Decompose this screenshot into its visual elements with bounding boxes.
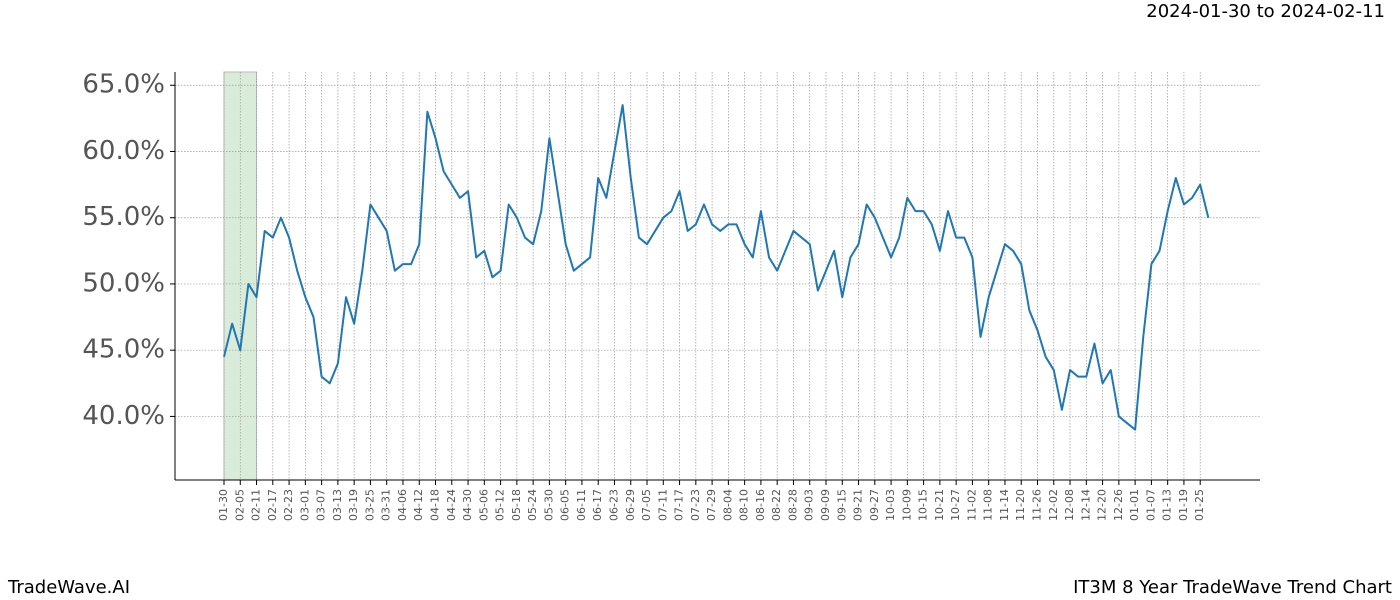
chart-title: IT3M 8 Year TradeWave Trend Chart	[1073, 577, 1392, 598]
x-tick-label: 03-31	[380, 489, 393, 521]
x-tick-label: 12-08	[1063, 489, 1076, 521]
x-tick-label: 10-03	[884, 489, 897, 521]
x-tick-label: 09-27	[868, 489, 881, 521]
date-range: 2024-01-30 to 2024-02-11	[1146, 1, 1385, 22]
y-tick-label: 65.0%	[82, 70, 165, 100]
x-tick-label: 11-20	[1014, 489, 1027, 521]
y-tick-label: 45.0%	[82, 335, 165, 365]
x-tick-label: 07-11	[656, 489, 669, 521]
x-tick-label: 11-02	[965, 489, 978, 521]
x-tick-label: 03-13	[331, 489, 344, 521]
y-tick-label: 60.0%	[82, 136, 165, 166]
x-tick-label: 01-13	[1161, 489, 1174, 521]
x-tick-label: 04-12	[412, 489, 425, 521]
x-tick-label: 11-14	[998, 489, 1011, 521]
x-tick-label: 08-10	[738, 489, 751, 521]
x-tick-label: 01-30	[217, 489, 230, 521]
x-tick-label: 11-08	[982, 489, 995, 521]
x-tick-label: 08-16	[754, 489, 767, 521]
x-tick-label: 07-17	[673, 489, 686, 521]
x-tick-label: 09-09	[819, 489, 832, 521]
x-tick-label: 12-02	[1047, 489, 1060, 521]
x-tick-label: 12-20	[1096, 489, 1109, 521]
x-tick-label: 04-18	[429, 489, 442, 521]
x-tick-label: 05-30	[542, 489, 555, 521]
x-tick-label: 02-11	[250, 489, 263, 521]
x-tick-label: 01-19	[1177, 489, 1190, 521]
x-tick-label: 11-26	[1031, 489, 1044, 521]
x-tick-label: 09-15	[835, 489, 848, 521]
x-tick-label: 07-05	[640, 489, 653, 521]
x-tick-label: 09-21	[852, 489, 865, 521]
x-tick-label: 10-15	[917, 489, 930, 521]
x-tick-label: 12-14	[1079, 489, 1092, 521]
x-tick-label: 10-27	[949, 489, 962, 521]
x-tick-label: 09-03	[803, 489, 816, 521]
x-tick-label: 06-29	[624, 489, 637, 521]
x-tick-label: 08-04	[721, 489, 734, 521]
x-tick-label: 03-07	[315, 489, 328, 521]
x-tick-label: 04-06	[396, 489, 409, 521]
x-tick-label: 06-11	[575, 489, 588, 521]
x-tick-label: 05-24	[526, 489, 539, 521]
x-tick-label: 12-26	[1112, 489, 1125, 521]
x-tick-label: 07-23	[689, 489, 702, 521]
x-tick-label: 03-01	[298, 489, 311, 521]
x-tick-label: 01-25	[1193, 489, 1206, 521]
x-tick-label: 02-23	[282, 489, 295, 521]
trend-line	[223, 104, 1210, 431]
x-tick-label: 05-12	[494, 489, 507, 521]
y-tick-label: 55.0%	[82, 202, 165, 232]
x-tick-label: 07-29	[705, 489, 718, 521]
x-tick-label: 02-05	[233, 489, 246, 521]
x-tick-label: 03-25	[363, 489, 376, 521]
x-tick-label: 06-23	[607, 489, 620, 521]
y-tick-label: 40.0%	[82, 401, 165, 431]
x-tick-label: 04-24	[445, 489, 458, 521]
x-tick-label: 05-06	[477, 489, 490, 521]
x-tick-label: 08-22	[770, 489, 783, 521]
x-tick-label: 06-17	[591, 489, 604, 521]
x-tick-label: 04-30	[461, 489, 474, 521]
x-tick-label: 01-07	[1144, 489, 1157, 521]
x-tick-label: 03-19	[347, 489, 360, 521]
x-tick-label: 08-28	[786, 489, 799, 521]
x-tick-label: 01-01	[1128, 489, 1141, 521]
x-tick-label: 05-18	[510, 489, 523, 521]
brand: TradeWave.AI	[7, 577, 130, 598]
y-tick-label: 50.0%	[82, 268, 165, 298]
x-tick-label: 02-17	[266, 489, 279, 521]
x-tick-label: 10-21	[933, 489, 946, 521]
x-tick-label: 06-05	[559, 489, 572, 521]
x-tick-label: 10-09	[900, 489, 913, 521]
